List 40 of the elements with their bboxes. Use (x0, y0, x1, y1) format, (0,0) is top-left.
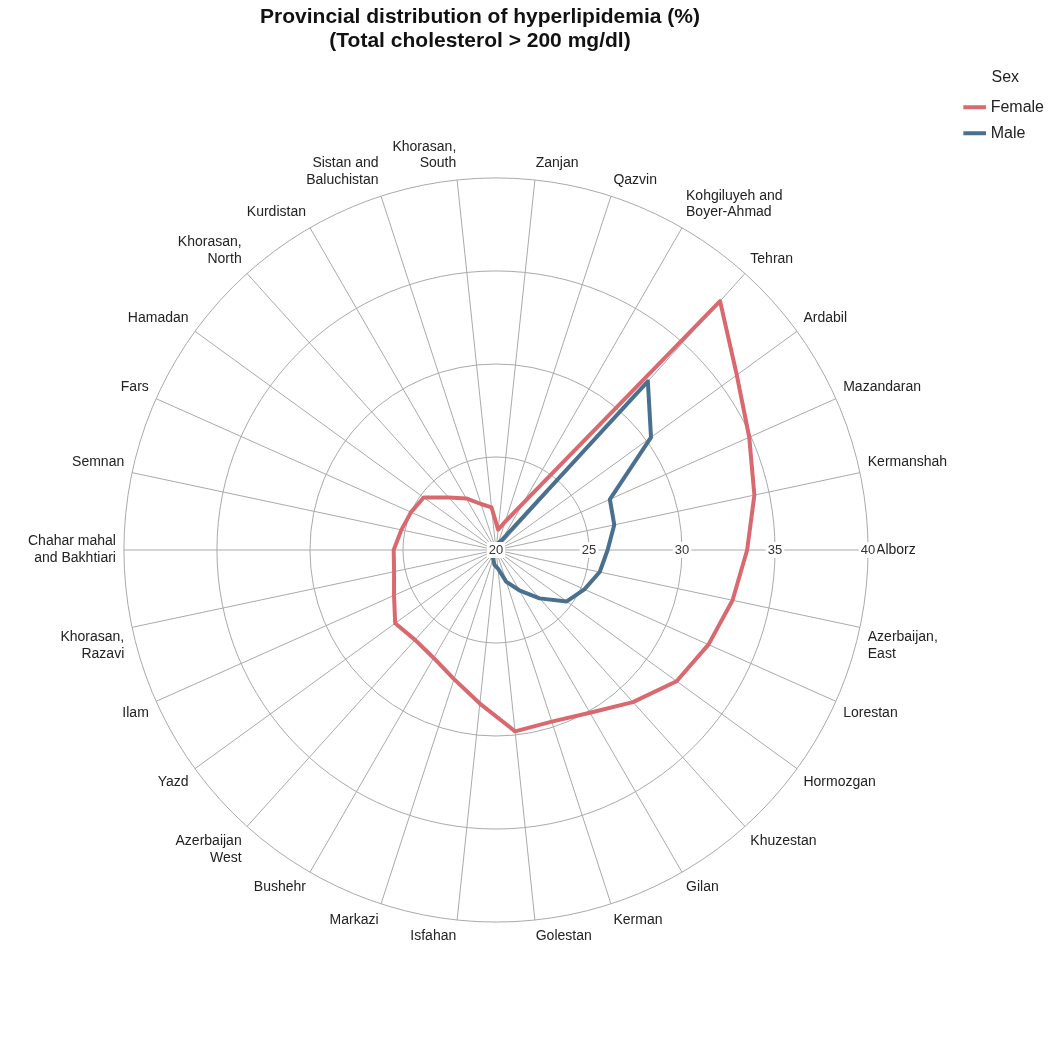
legend-title: Sex (991, 68, 1020, 86)
spoke-label: Khorasan, South (392, 137, 457, 171)
spoke-label: Semnan (72, 453, 125, 470)
y-tick-label: 30 (674, 541, 690, 557)
spoke-label: Ilam (122, 703, 149, 720)
spoke-label: Alborz (876, 540, 916, 557)
spoke-label: Kurdistan (246, 203, 306, 220)
spoke-label: Khorasan, Razavi (60, 628, 125, 662)
spoke-label: Khorasan, North (177, 233, 242, 267)
y-tick-label: 35 (767, 541, 783, 557)
y-tick-label: 25 (581, 541, 597, 557)
spoke-label: Zanjan (535, 154, 579, 171)
spoke-label: Ardabil (803, 309, 848, 326)
spoke-label: Kermanshah (867, 453, 948, 470)
spoke-label: Qazvin (613, 171, 658, 187)
spoke-label: Hamadan (127, 309, 189, 326)
legend-label: Male (990, 123, 1026, 141)
legend-label: Female (990, 97, 1045, 115)
spoke-label: Gilan (686, 878, 719, 895)
spoke-label: Hormozgan (803, 772, 876, 789)
spoke-label: Lorestan (843, 703, 898, 720)
spoke-label: Chahar mahal and Bakhtiari (28, 532, 116, 566)
spoke-label: Azerbaijan West (175, 831, 242, 865)
spoke-label: Yazd (157, 772, 189, 789)
spoke-label: Golestan (535, 927, 592, 944)
spoke-label: Kohgiluyeh and Boyer-Ahmad (686, 186, 783, 220)
spoke-label: Fars (120, 377, 149, 394)
spoke-label: Azerbaijan, East (867, 628, 938, 662)
chart-title: Provincial distribution of hyperlipidemia (%) (259, 4, 701, 28)
spoke-label: Tehran (750, 250, 794, 267)
y-tick-label: 20 (488, 541, 504, 557)
chart-subtitle: (Total cholesterol > 200 mg/dl) (328, 28, 632, 52)
y-tick-label: 40 (860, 541, 876, 557)
spoke-label: Kerman (613, 910, 663, 927)
spoke-label: Mazandaran (843, 377, 922, 394)
spoke-label: Khuzestan (750, 831, 817, 848)
spoke-label: Isfahan (410, 927, 457, 944)
spoke-label: Bushehr (253, 878, 307, 895)
spoke-label: Markazi (329, 910, 379, 927)
spoke-label: Sistan and Baluchistan (306, 154, 379, 187)
